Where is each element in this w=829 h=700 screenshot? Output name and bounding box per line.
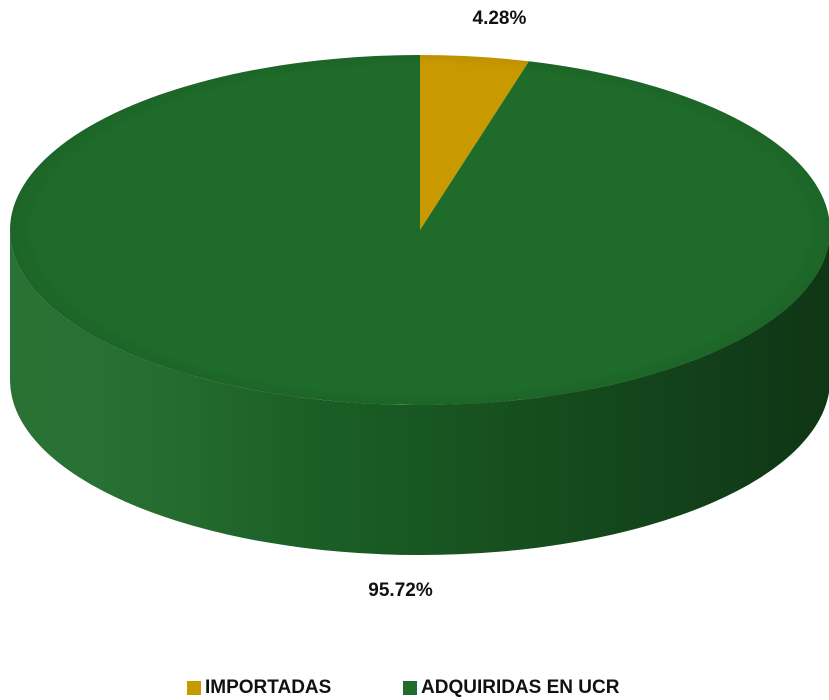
legend-marker bbox=[187, 681, 201, 695]
pie-side-shade bbox=[10, 230, 829, 555]
legend-label: ADQUIRIDAS EN UCR bbox=[421, 677, 620, 698]
data-label: 4.28% bbox=[473, 8, 527, 29]
legend-label: IMPORTADAS bbox=[205, 677, 331, 698]
legend-marker bbox=[403, 681, 417, 695]
data-label: 95.72% bbox=[368, 580, 433, 601]
pie-top-shade bbox=[10, 55, 829, 405]
